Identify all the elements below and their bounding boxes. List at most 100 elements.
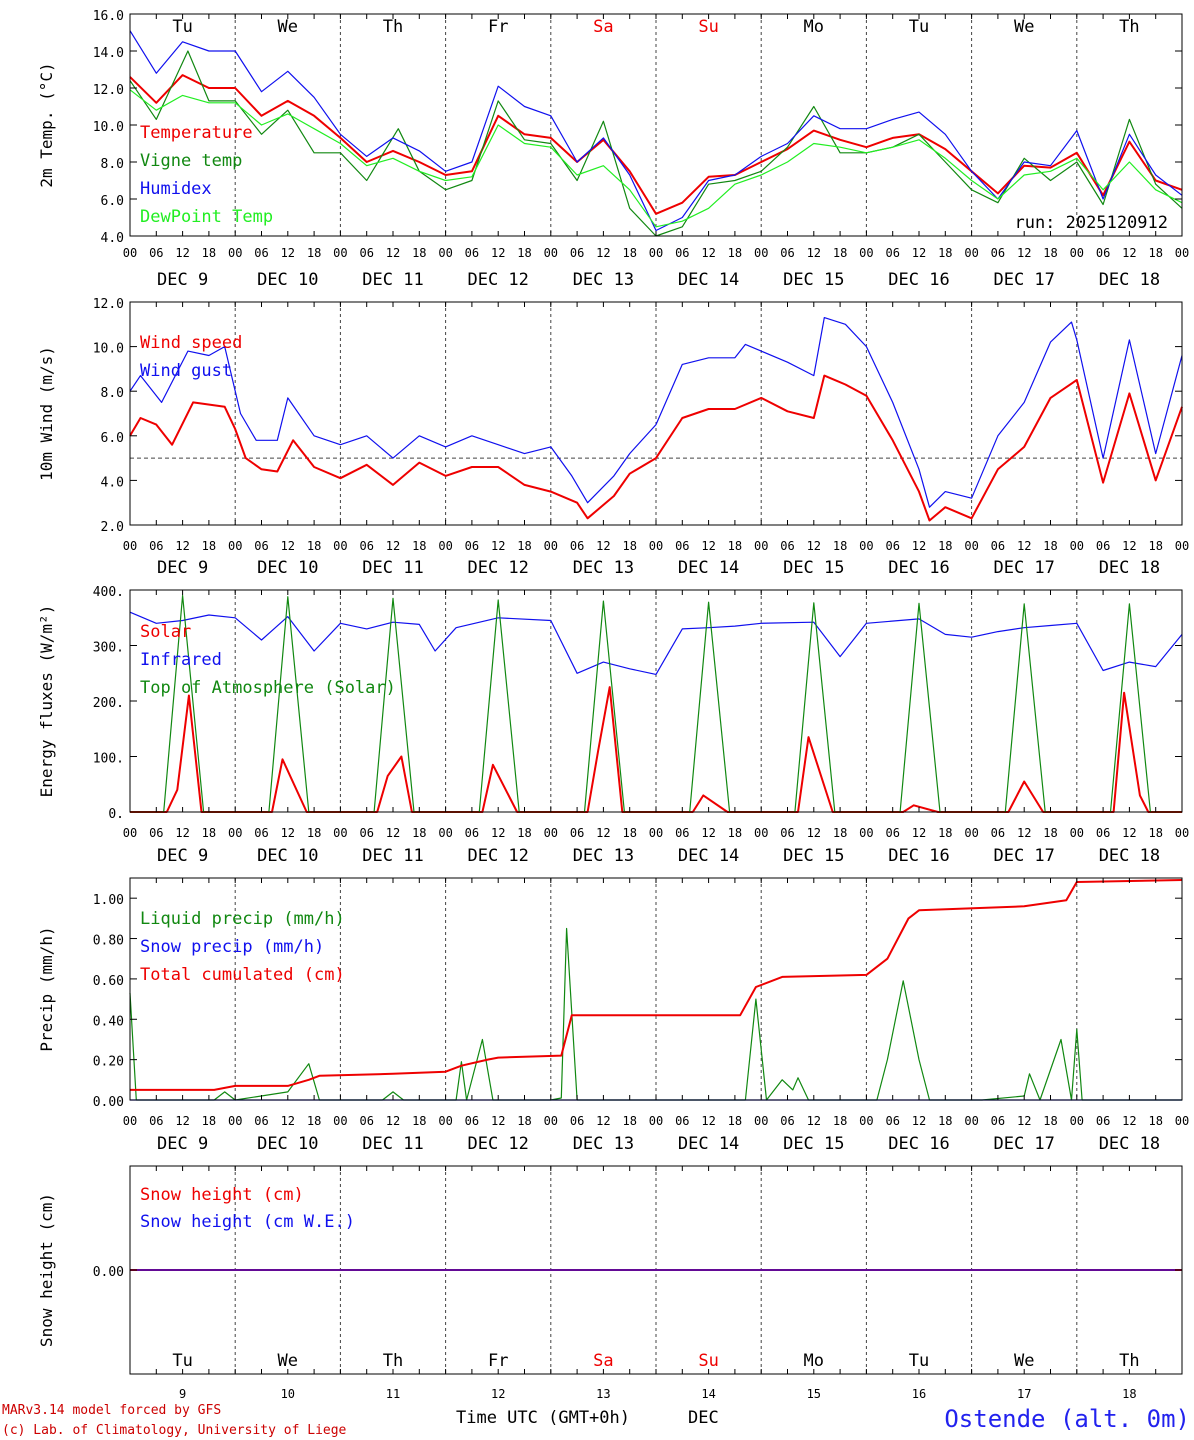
series-line-wind-speed — [129, 374, 1183, 522]
hour-label: 18 — [1043, 539, 1057, 553]
day-number-label: 14 — [701, 1387, 715, 1401]
legend-entry: Vigne temp — [140, 151, 242, 171]
y-tick-label: 0.40 — [93, 1014, 124, 1029]
date-label: DEC 9 — [157, 1134, 208, 1154]
date-label: DEC 18 — [1099, 270, 1160, 290]
date-label: DEC 13 — [573, 270, 634, 290]
hour-label: 00 — [1175, 826, 1189, 840]
date-label: DEC 10 — [257, 1134, 318, 1154]
date-label: DEC 14 — [678, 1134, 739, 1154]
y-tick-label: 100. — [93, 752, 124, 767]
hour-label: 12 — [1017, 1114, 1031, 1128]
y-tick-label: 14.0 — [93, 46, 124, 61]
legend-entry: Wind speed — [140, 333, 242, 353]
hour-label: 00 — [859, 1114, 873, 1128]
day-of-week-label: We — [1014, 17, 1034, 37]
y-axis-title: 2m Temp. (°C) — [37, 62, 56, 187]
y-tick-label: 10.0 — [93, 342, 124, 357]
legend-entry: Humidex — [140, 179, 212, 199]
panel-frame — [129, 301, 1183, 526]
hour-label: 06 — [885, 1114, 899, 1128]
date-label: DEC 12 — [467, 846, 528, 866]
hour-label: 12 — [175, 826, 189, 840]
legend-entry: Wind gust — [140, 361, 232, 381]
hour-label: 00 — [333, 539, 347, 553]
legend-entry: Snow precip (mm/h) — [140, 937, 324, 957]
series-line-temperature — [129, 74, 1183, 215]
hour-label: 00 — [964, 826, 978, 840]
hour-label: 12 — [1017, 826, 1031, 840]
y-axis-title: 10m Wind (m/s) — [37, 346, 56, 481]
date-label: DEC 17 — [993, 1134, 1054, 1154]
model-credit: MARv3.14 model forced by GFS — [2, 1403, 221, 1418]
hour-label: 12 — [807, 826, 821, 840]
legend-entry: DewPoint Temp — [140, 207, 273, 227]
date-label: DEC 11 — [362, 558, 423, 578]
date-label: DEC 16 — [888, 1134, 949, 1154]
day-of-week-label: Tu — [172, 17, 192, 37]
hour-label: 18 — [622, 539, 636, 553]
hour-label: 12 — [701, 539, 715, 553]
hour-label: 18 — [1043, 826, 1057, 840]
x-axis-month: DEC — [688, 1408, 719, 1428]
hour-label: 06 — [149, 539, 163, 553]
date-label: DEC 11 — [362, 270, 423, 290]
hour-label: 06 — [885, 539, 899, 553]
hour-label: 00 — [1070, 1114, 1084, 1128]
day-of-week-label: We — [1014, 1351, 1034, 1371]
hour-label: 06 — [885, 246, 899, 260]
date-label: DEC 16 — [888, 558, 949, 578]
y-tick-label: 6.0 — [101, 194, 124, 209]
lab-credit: (c) Lab. of Climatology, University of L… — [2, 1423, 347, 1438]
date-label: DEC 10 — [257, 846, 318, 866]
hour-label: 18 — [517, 246, 531, 260]
hour-label: 12 — [281, 1114, 295, 1128]
y-tick-label: 300. — [93, 641, 124, 656]
hour-label: 12 — [281, 539, 295, 553]
hour-label: 12 — [701, 826, 715, 840]
hour-label: 00 — [123, 539, 137, 553]
hour-label: 06 — [359, 826, 373, 840]
hour-label: 18 — [412, 539, 426, 553]
panel-3: 0. 100. 200. 300. 400. Energy fluxes (W/m²) So… — [37, 585, 1189, 866]
hour-label: 12 — [491, 539, 505, 553]
hour-label: 00 — [1175, 1114, 1189, 1128]
date-label: DEC 18 — [1099, 846, 1160, 866]
hour-label: 12 — [491, 826, 505, 840]
date-label: DEC 15 — [783, 270, 844, 290]
day-of-week-label: Tu — [172, 1351, 192, 1371]
hour-label: 18 — [202, 539, 216, 553]
day-number-label: 17 — [1017, 1387, 1031, 1401]
hour-label: 12 — [175, 246, 189, 260]
hour-label: 00 — [333, 246, 347, 260]
hour-label: 18 — [1148, 246, 1162, 260]
y-tick-label: 0.20 — [93, 1055, 124, 1070]
hour-label: 06 — [359, 1114, 373, 1128]
panel-5: 0.00 Snow height (cm) Snow height (cm) Snow… — [37, 1165, 1183, 1401]
hour-label: 12 — [701, 246, 715, 260]
series-line-infrared — [129, 611, 1183, 676]
hour-label: 00 — [964, 539, 978, 553]
hour-label: 12 — [386, 539, 400, 553]
hour-label: 12 — [1122, 539, 1136, 553]
date-label: DEC 16 — [888, 270, 949, 290]
hour-label: 00 — [438, 246, 452, 260]
station-name: Ostende (alt. 0m) — [944, 1405, 1190, 1433]
hour-label: 18 — [728, 826, 742, 840]
date-label: DEC 18 — [1099, 558, 1160, 578]
date-label: DEC 10 — [257, 558, 318, 578]
hour-label: 00 — [544, 826, 558, 840]
date-label: DEC 11 — [362, 1134, 423, 1154]
date-label: DEC 12 — [467, 558, 528, 578]
date-label: DEC 13 — [573, 558, 634, 578]
hour-label: 00 — [1070, 246, 1084, 260]
hour-label: 06 — [254, 539, 268, 553]
hour-label: 00 — [438, 539, 452, 553]
day-of-week-label: Su — [698, 17, 718, 37]
hour-label: 06 — [1096, 1114, 1110, 1128]
date-label: DEC 17 — [993, 270, 1054, 290]
hour-label: 06 — [675, 1114, 689, 1128]
day-number-label: 10 — [281, 1387, 295, 1401]
hour-label: 06 — [675, 539, 689, 553]
